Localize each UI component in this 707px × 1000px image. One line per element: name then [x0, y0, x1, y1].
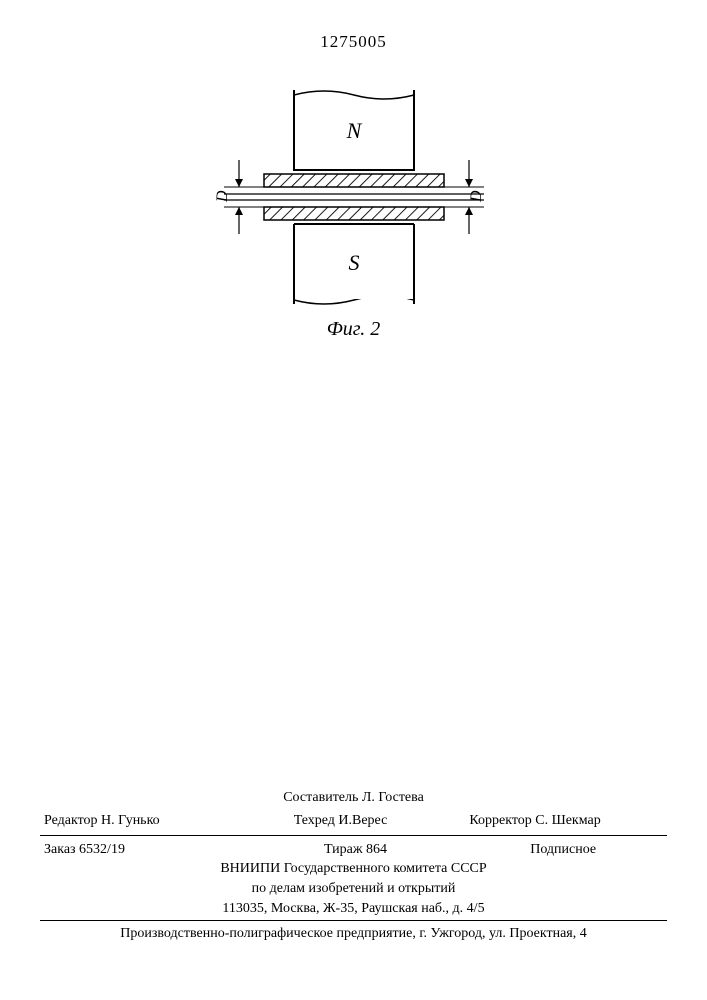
footer-colophon: Составитель Л. Гостева Редактор Н. Гуньк…: [40, 789, 667, 944]
corrector-credit: Корректор С. Шекмар: [439, 812, 667, 831]
podpisnoe: Подписное: [459, 840, 667, 860]
top-plate: [264, 174, 444, 187]
bottom-magnet-pole: S: [294, 224, 414, 304]
bottom-plate: [264, 207, 444, 220]
techred-credit: Техред И.Верес: [242, 812, 440, 831]
figure-2: N S D: [184, 90, 524, 315]
figure-caption: Фиг. 2: [327, 318, 381, 341]
org-line-3: 113035, Москва, Ж-35, Раушская наб., д. …: [40, 899, 667, 919]
printer-line: Производственно-полиграфическое предприя…: [40, 921, 667, 944]
dim-label-left: D: [214, 190, 231, 203]
dimension-right: D: [444, 160, 485, 234]
editor-credit: Редактор Н. Гунько: [40, 812, 242, 831]
order-number: Заказ 6532/19: [40, 840, 252, 860]
tirazh: Тираж 864: [252, 840, 460, 860]
top-pole-label: N: [345, 118, 362, 143]
figure-svg: N S D: [184, 90, 524, 310]
page-number: 1275005: [320, 32, 387, 52]
footer-org-row: Заказ 6532/19 Тираж 864 Подписное ВНИИПИ…: [40, 836, 667, 921]
dimension-left: D: [214, 160, 264, 234]
footer-credits-row: Редактор Н. Гунько Техред И.Верес Коррек…: [40, 810, 667, 836]
org-line-1: ВНИИПИ Государственного комитета СССР: [40, 859, 667, 879]
org-line-2: по делам изобретений и открытий: [40, 879, 667, 899]
compositor-line: Составитель Л. Гостева: [40, 789, 667, 808]
top-magnet-pole: N: [294, 90, 414, 170]
dim-label-right: D: [468, 190, 485, 203]
bottom-pole-label: S: [348, 250, 359, 275]
